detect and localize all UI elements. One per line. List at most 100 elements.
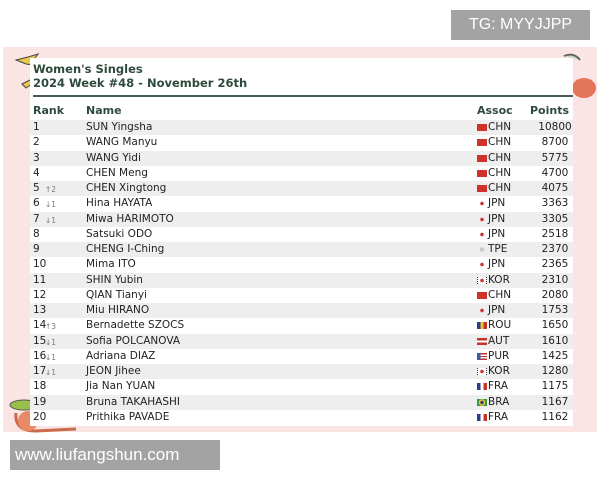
column-header-assoc: Assoc [477, 104, 513, 117]
table-row: 2 WANG Manyu CHN 8700 [30, 135, 573, 150]
table-row: 16 ↓1 Adriana DIAZ PUR 1425 [30, 349, 573, 364]
watermark-bottom: www.liufangshun.com [10, 440, 220, 470]
points-cell: 1175 [541, 380, 569, 393]
table-row: 7 ↓1 Miwa HARIMOTO JPN 3305 [30, 211, 573, 227]
assoc-code: JPN [488, 227, 506, 240]
flag-chn-icon [477, 124, 487, 131]
flag-jpn-icon [477, 215, 487, 223]
assoc-code: AUT [488, 334, 510, 347]
rank-change: ↓1 [45, 337, 57, 347]
assoc-code: BRA [488, 395, 510, 408]
points-cell: 2080 [541, 288, 569, 301]
points-cell: 8700 [541, 136, 569, 149]
rank-cell: 17 [33, 365, 47, 378]
points-cell: 2310 [541, 273, 569, 286]
assoc-code: CHN [488, 166, 512, 179]
assoc-code: ROU [488, 319, 512, 332]
rank-cell: 19 [33, 395, 47, 408]
assoc-code: JPN [488, 304, 506, 317]
assoc-code: JPN [488, 212, 506, 225]
flag-kor-icon [477, 276, 487, 284]
column-header-name: Name [86, 104, 122, 117]
player-name: WANG Yidi [86, 151, 141, 164]
points-cell: 10800 [538, 121, 572, 133]
column-header-rank: Rank [33, 104, 65, 117]
rank-cell: 3 [33, 151, 40, 164]
flag-jpn-icon [477, 261, 487, 269]
player-name: CHEN Xingtong [86, 182, 167, 195]
flag-chn-icon [477, 169, 487, 177]
peach-decoration-icon [563, 53, 596, 98]
assoc-code: CHN [488, 121, 512, 133]
flag-jpn-icon [477, 230, 487, 238]
table-row: 12 QIAN Tianyi CHN 2080 [30, 288, 573, 303]
player-name: Hina HAYATA [86, 197, 153, 210]
column-header-points: Points [530, 104, 570, 117]
table-row: 9 CHENG I-Ching TPE 2370 [30, 242, 573, 258]
player-name: Sofia POLCANOVA [86, 334, 181, 347]
rank-cell: 10 [33, 258, 47, 271]
table-row: 17 ↓1 JEON Jihee KOR 1280 [30, 364, 573, 380]
assoc-code: PUR [488, 349, 510, 362]
flag-jpn-icon [477, 200, 487, 208]
table-row: 3 WANG Yidi CHN 5775 [30, 150, 573, 166]
flag-aut-icon [477, 337, 487, 345]
player-name: Bruna TAKAHASHI [86, 395, 181, 408]
table-row: 18 Jia Nan YUAN FRA 1175 [30, 379, 573, 394]
player-name: WANG Manyu [86, 136, 158, 149]
assoc-code: JPN [488, 258, 506, 271]
points-cell: 2370 [541, 243, 569, 256]
points-cell: 1162 [541, 410, 569, 423]
table-row: 15 ↓1 Sofia POLCANOVA AUT 1610 [30, 333, 573, 349]
points-cell: 1650 [541, 319, 569, 332]
flag-chn-icon [477, 139, 487, 147]
points-cell: 3305 [541, 212, 569, 225]
player-name: SHIN Yubin [86, 273, 143, 286]
assoc-code: KOR [488, 365, 510, 378]
flag-fra-icon [477, 383, 487, 391]
flag-rou-icon [477, 322, 487, 330]
rank-change: ↓1 [45, 368, 57, 378]
assoc-code: TPE [488, 243, 508, 256]
rank-cell: 18 [33, 380, 47, 393]
table-row: 5 ↑2 CHEN Xingtong CHN 4075 [30, 181, 573, 197]
watermark-top: TG: MYYJJPP [451, 10, 590, 40]
table-row: 6 ↓1 Hina HAYATA JPN 3363 [30, 196, 573, 211]
flag-chn-icon [477, 291, 487, 299]
points-cell: 2365 [541, 258, 569, 271]
table-row: 20 Prithika PAVADE FRA 1162 [30, 410, 573, 425]
table-row: 11 SHIN Yubin KOR 2310 [30, 272, 573, 288]
assoc-code: CHN [488, 288, 512, 301]
rank-cell: 9 [33, 243, 40, 256]
rank-cell: 1 [33, 121, 40, 133]
flag-kor-icon [477, 368, 487, 376]
flag-jpn-icon [477, 307, 487, 315]
player-name: CHEN Meng [86, 166, 148, 179]
flag-chn-icon [477, 185, 487, 193]
rank-cell: 8 [33, 227, 40, 240]
player-name: CHENG I-Ching [86, 243, 165, 256]
assoc-code: FRA [488, 410, 509, 423]
rank-cell: 2 [33, 136, 40, 149]
rank-change: ↓1 [45, 215, 57, 225]
flag-chn-icon [477, 154, 487, 162]
points-cell: 4700 [541, 166, 569, 179]
rank-cell: 7 [33, 212, 40, 225]
player-name: Mima ITO [86, 258, 136, 271]
points-cell: 5775 [541, 151, 569, 164]
player-name: Bernadette SZOCS [86, 319, 185, 332]
flag-fra-icon [477, 413, 487, 421]
rank-cell: 20 [33, 410, 47, 423]
player-name: Miwa HARIMOTO [86, 212, 174, 225]
table-row: 14 ↑3 Bernadette SZOCS ROU 1650 [30, 318, 573, 333]
rank-change: ↓1 [45, 352, 57, 362]
title-divider [33, 95, 573, 97]
points-cell: 1753 [541, 304, 569, 317]
table-row: 8 Satsuki ODO JPN 2518 [30, 227, 573, 242]
player-name: Miu HIRANO [86, 304, 150, 317]
flag-bra-icon [477, 398, 487, 406]
points-cell: 1425 [541, 349, 569, 362]
rank-cell: 11 [33, 273, 47, 286]
table-row: 10 Mima ITO JPN 2365 [30, 257, 573, 272]
ranking-subtitle: 2024 Week #48 - November 26th [33, 76, 248, 90]
